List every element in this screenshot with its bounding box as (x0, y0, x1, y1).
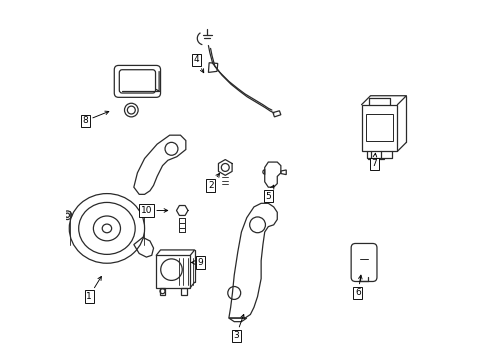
Text: 9: 9 (192, 258, 203, 267)
Text: 3: 3 (233, 315, 244, 341)
Text: 8: 8 (82, 111, 109, 125)
Text: 10: 10 (141, 206, 168, 215)
Text: 2: 2 (208, 174, 220, 190)
Text: 7: 7 (371, 153, 377, 168)
Text: 5: 5 (266, 185, 274, 201)
Text: 1: 1 (86, 276, 101, 301)
Text: 6: 6 (355, 275, 362, 297)
Text: 4: 4 (194, 55, 204, 73)
